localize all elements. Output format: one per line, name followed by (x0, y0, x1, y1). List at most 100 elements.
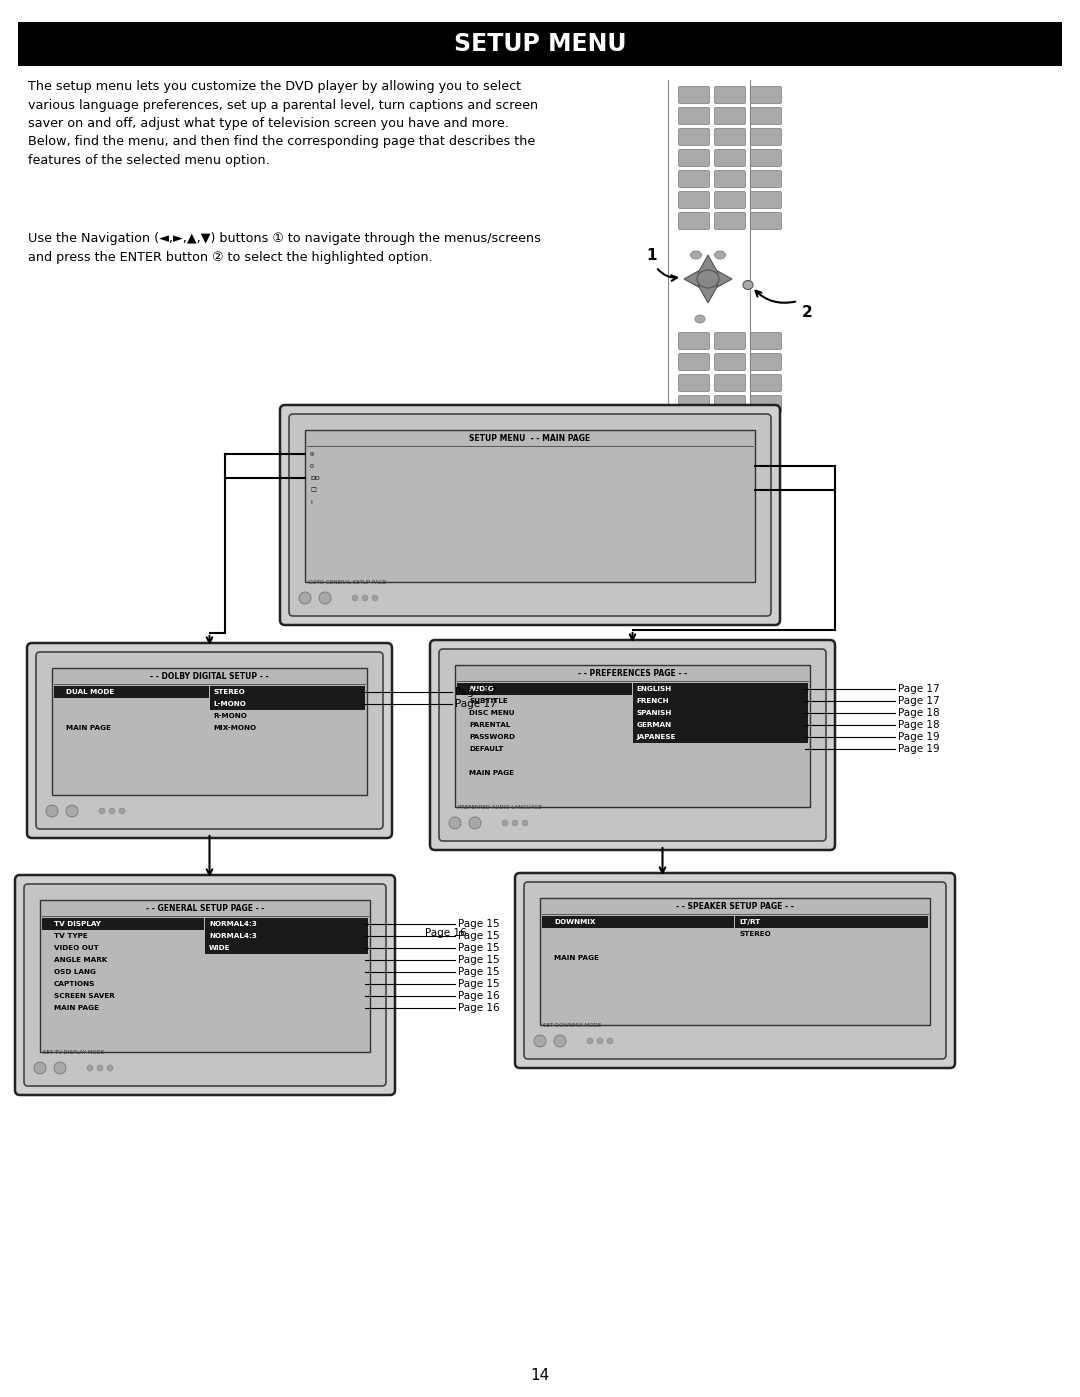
FancyBboxPatch shape (715, 149, 745, 166)
FancyBboxPatch shape (751, 395, 782, 412)
FancyBboxPatch shape (715, 87, 745, 103)
Text: Page 17: Page 17 (897, 685, 940, 694)
FancyBboxPatch shape (289, 414, 771, 616)
Bar (633, 707, 808, 719)
Text: SET DOWNMIX MODE: SET DOWNMIX MODE (543, 1023, 602, 1028)
Bar (210, 686, 365, 698)
Text: 14: 14 (530, 1368, 550, 1383)
Circle shape (449, 817, 461, 828)
Bar (540, 898, 930, 1025)
Text: JAPANESE: JAPANESE (636, 733, 676, 740)
Circle shape (362, 595, 368, 601)
Polygon shape (684, 270, 702, 289)
FancyBboxPatch shape (678, 395, 710, 412)
FancyBboxPatch shape (751, 212, 782, 229)
Text: PARENTAL: PARENTAL (469, 722, 511, 728)
Bar (542, 916, 734, 928)
Bar (205, 930, 368, 942)
Text: Page 15: Page 15 (458, 943, 500, 953)
Circle shape (372, 595, 378, 601)
Bar (735, 916, 928, 928)
Ellipse shape (743, 281, 753, 289)
Text: VIDEO OUT: VIDEO OUT (54, 944, 98, 951)
FancyBboxPatch shape (751, 374, 782, 391)
FancyBboxPatch shape (751, 353, 782, 370)
Text: SETUP MENU: SETUP MENU (454, 32, 626, 56)
Circle shape (469, 817, 481, 828)
Text: Page 15: Page 15 (458, 967, 500, 977)
Ellipse shape (697, 270, 719, 288)
Text: Page 16: Page 16 (426, 928, 467, 937)
FancyBboxPatch shape (24, 884, 386, 1085)
Circle shape (554, 1035, 566, 1046)
Text: LT/RT: LT/RT (739, 919, 760, 925)
Circle shape (107, 1065, 113, 1071)
Text: Page 16: Page 16 (458, 990, 500, 1002)
FancyBboxPatch shape (751, 149, 782, 166)
Text: - - DOLBY DIGITAL SETUP - -: - - DOLBY DIGITAL SETUP - - (150, 672, 269, 680)
Text: Page 15: Page 15 (458, 930, 500, 942)
Circle shape (319, 592, 330, 604)
Bar (18, 22, 1062, 66)
FancyBboxPatch shape (751, 129, 782, 145)
Circle shape (66, 805, 78, 817)
FancyBboxPatch shape (678, 170, 710, 187)
FancyBboxPatch shape (751, 108, 782, 124)
Text: TV TYPE: TV TYPE (54, 933, 87, 939)
Text: Page 18: Page 18 (897, 708, 940, 718)
FancyBboxPatch shape (751, 191, 782, 208)
Text: NORMAL4:3: NORMAL4:3 (210, 933, 257, 939)
Text: g: g (310, 451, 314, 457)
FancyBboxPatch shape (715, 170, 745, 187)
FancyBboxPatch shape (715, 332, 745, 349)
FancyBboxPatch shape (715, 395, 745, 412)
Circle shape (299, 592, 311, 604)
FancyBboxPatch shape (678, 129, 710, 145)
Bar (633, 719, 808, 731)
Text: - - SPEAKER SETUP PAGE - -: - - SPEAKER SETUP PAGE - - (676, 902, 794, 911)
Polygon shape (698, 285, 718, 303)
Text: □: □ (310, 488, 315, 493)
FancyBboxPatch shape (430, 640, 835, 849)
FancyBboxPatch shape (678, 108, 710, 124)
Text: TV DISPLAY: TV DISPLAY (54, 921, 102, 928)
Text: Page 15: Page 15 (458, 979, 500, 989)
Text: DUAL MODE: DUAL MODE (66, 689, 114, 694)
Bar (633, 683, 808, 694)
Circle shape (502, 820, 508, 826)
Text: DD: DD (310, 475, 320, 481)
Bar (40, 900, 370, 1052)
Text: SETUP MENU  - - MAIN PAGE: SETUP MENU - - MAIN PAGE (470, 434, 591, 443)
Bar (205, 918, 368, 930)
Text: NORMAL4:3: NORMAL4:3 (210, 921, 257, 928)
Ellipse shape (696, 314, 705, 323)
Text: MIX-MONO: MIX-MONO (214, 725, 257, 731)
Text: Page 19: Page 19 (897, 732, 940, 742)
FancyBboxPatch shape (751, 87, 782, 103)
Text: R-MONO: R-MONO (214, 712, 247, 719)
Text: MAIN PAGE: MAIN PAGE (66, 725, 111, 731)
FancyBboxPatch shape (524, 882, 946, 1059)
Text: SUBTITLE: SUBTITLE (469, 698, 508, 704)
FancyBboxPatch shape (678, 191, 710, 208)
Polygon shape (698, 256, 718, 272)
FancyBboxPatch shape (751, 170, 782, 187)
Circle shape (522, 820, 528, 826)
Circle shape (46, 805, 58, 817)
FancyBboxPatch shape (715, 374, 745, 391)
Text: SET TV DISPLAY MODE: SET TV DISPLAY MODE (43, 1051, 105, 1055)
Circle shape (109, 807, 114, 814)
FancyBboxPatch shape (678, 374, 710, 391)
Bar (455, 665, 810, 807)
Text: STEREO: STEREO (214, 689, 245, 694)
FancyBboxPatch shape (678, 87, 710, 103)
FancyBboxPatch shape (438, 650, 826, 841)
Circle shape (588, 1038, 593, 1044)
Text: DEFAULT: DEFAULT (469, 746, 503, 752)
Circle shape (119, 807, 125, 814)
Text: I: I (310, 500, 312, 504)
Text: MAIN PAGE: MAIN PAGE (554, 956, 599, 961)
Bar (205, 942, 368, 954)
Text: WIDE: WIDE (210, 944, 230, 951)
Bar (52, 668, 367, 795)
